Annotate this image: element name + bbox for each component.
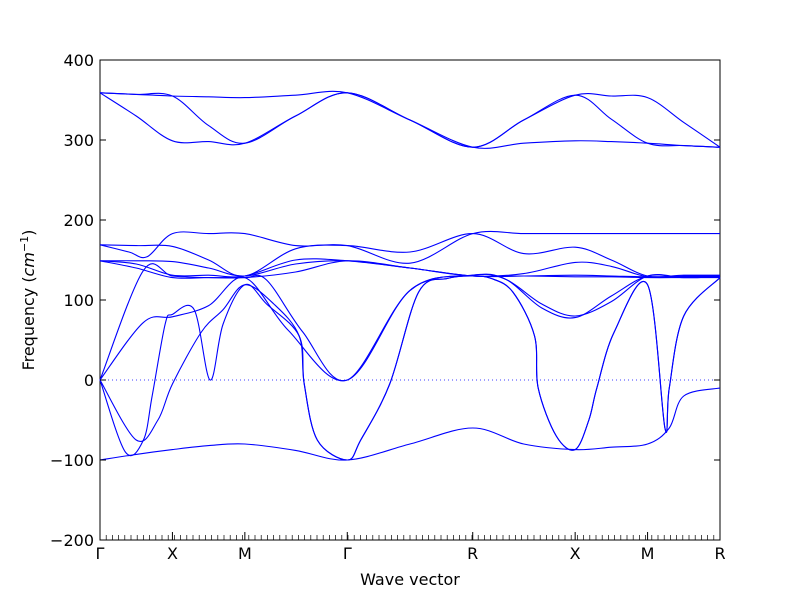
x-kpoint-label: R: [467, 544, 478, 563]
y-tick-label: 400: [63, 51, 94, 70]
plot-frame: [99, 59, 721, 541]
x-kpoint-label: M: [641, 544, 655, 563]
band-line: [99, 263, 721, 382]
band-line: [99, 273, 721, 382]
y-tick-label: 100: [63, 291, 94, 310]
x-kpoint-label: R: [714, 544, 725, 563]
y-tick-label: −100: [50, 451, 94, 470]
band-line: [99, 92, 721, 149]
x-kpoint-label: X: [167, 544, 178, 563]
band-line: [99, 260, 720, 279]
x-kpoint-label: Γ: [343, 544, 352, 563]
x-axis-label: Wave vector: [360, 570, 460, 589]
y-tick-label: 300: [63, 131, 94, 150]
band-line: [99, 275, 721, 461]
y-tick-label: 0: [84, 371, 94, 390]
band-line: [99, 230, 720, 264]
y-tick-label: −200: [50, 531, 94, 550]
plot-area: [99, 59, 721, 541]
x-kpoint-label: X: [570, 544, 581, 563]
band-line: [99, 90, 721, 148]
y-tick-label: 200: [63, 211, 94, 230]
band-line: [99, 387, 721, 461]
y-axis-label: Frequency (cm−1): [18, 230, 38, 371]
band-line: [99, 233, 721, 278]
x-kpoint-label: M: [238, 544, 252, 563]
x-kpoint-label: Γ: [96, 544, 105, 563]
series-layer: [99, 90, 721, 461]
y-axis: −200 −100 0 100 200 300 400: [50, 51, 720, 550]
